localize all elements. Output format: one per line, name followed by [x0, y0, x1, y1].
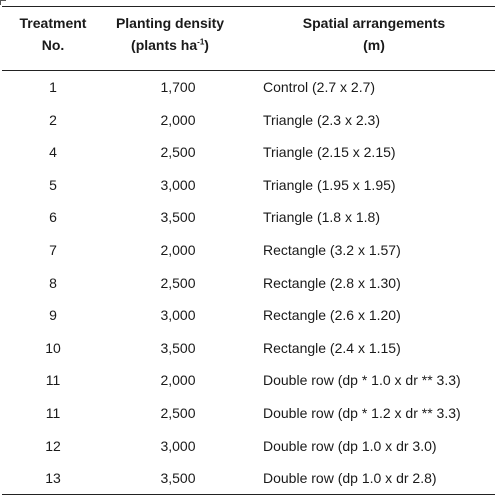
table-row: 11 2,500 Double row (dp * 1.2 x dr ** 3.3) — [0, 399, 501, 432]
table-header-rule — [2, 70, 495, 71]
cell-spatial-arrangement: Rectangle (2.4 x 1.15) — [263, 339, 401, 356]
cell-planting-density: 2,000 — [160, 372, 196, 389]
cell-spatial-arrangement: Double row (dp 1.0 x dr 2.8) — [263, 470, 437, 487]
cell-spatial-arrangement: Double row (dp 1.0 x dr 3.0) — [263, 437, 437, 454]
cell-spatial-arrangement: Triangle (2.15 x 2.15) — [263, 144, 396, 161]
table-body: 1 1,700 Control (2.7 x 2.7) 2 2,000 Triangle … — [0, 73, 501, 497]
header-density-line1: Planting density — [115, 15, 225, 31]
header-treatment-line1: Treatment — [19, 15, 87, 31]
cell-planting-density: 3,500 — [160, 339, 196, 356]
table-row: 11 2,000 Double row (dp * 1.0 x dr ** 3.3) — [0, 366, 501, 399]
cell-planting-density: 3,000 — [160, 176, 196, 193]
cell-spatial-arrangement: Triangle (1.8 x 1.8) — [263, 209, 380, 226]
cell-planting-density: 2,500 — [160, 404, 196, 421]
table-row: 10 3,500 Rectangle (2.4 x 1.15) — [0, 334, 501, 367]
table-bottom-rule — [2, 494, 495, 495]
table-row: 5 3,000 Triangle (1.95 x 1.95) — [0, 171, 501, 204]
cell-treatment-no: 4 — [49, 144, 57, 161]
cell-planting-density: 1,700 — [160, 79, 196, 95]
cell-treatment-no: 11 — [45, 404, 61, 421]
cell-treatment-no: 1 — [49, 79, 57, 95]
header-spatial-line1: Spatial arrangements — [302, 15, 446, 31]
cell-spatial-arrangement: Triangle (1.95 x 1.95) — [263, 176, 396, 193]
cell-planting-density: 3,000 — [160, 307, 196, 324]
table-row: 6 3,500 Triangle (1.8 x 1.8) — [0, 203, 501, 236]
cell-planting-density: 2,500 — [160, 144, 196, 161]
table-row: 13 3,500 Double row (dp 1.0 x dr 2.8) — [0, 464, 501, 497]
cell-treatment-no: 13 — [45, 470, 61, 487]
cell-treatment-no: 9 — [49, 307, 57, 324]
cell-spatial-arrangement: Rectangle (3.2 x 1.57) — [263, 241, 401, 258]
cell-spatial-arrangement: Double row (dp * 1.2 x dr ** 3.3) — [263, 404, 461, 421]
table-row: 7 2,000 Rectangle (3.2 x 1.57) — [0, 236, 501, 269]
cell-treatment-no: 8 — [49, 274, 57, 291]
header-density-close: ) — [204, 37, 209, 53]
cell-treatment-no: 5 — [49, 176, 57, 193]
table-row: 1 1,700 Control (2.7 x 2.7) — [0, 73, 501, 106]
cell-planting-density: 2,000 — [160, 111, 196, 128]
table-top-rule — [2, 6, 495, 7]
header-treatment-line2: No. — [41, 37, 65, 53]
header-density-exponent: -1 — [197, 37, 205, 47]
cell-treatment-no: 12 — [45, 437, 61, 454]
cell-spatial-arrangement: Double row (dp * 1.0 x dr ** 3.3) — [263, 372, 461, 389]
cell-spatial-arrangement: Triangle (2.3 x 2.3) — [263, 111, 380, 128]
header-spatial-arrangements: Spatial arrangements (m) — [258, 12, 490, 56]
cell-planting-density: 2,000 — [160, 241, 196, 258]
header-planting-density: Planting density (plants ha-1) — [105, 12, 235, 56]
cell-planting-density: 3,500 — [160, 209, 196, 226]
cell-treatment-no: 10 — [45, 339, 61, 356]
cell-spatial-arrangement: Rectangle (2.6 x 1.20) — [263, 307, 401, 324]
header-spatial-line2: (m) — [363, 37, 385, 53]
cell-treatment-no: 6 — [49, 209, 57, 226]
cell-planting-density: 3,500 — [160, 470, 196, 487]
table-row: 12 3,000 Double row (dp 1.0 x dr 3.0) — [0, 432, 501, 465]
cell-spatial-arrangement: Rectangle (2.8 x 1.30) — [263, 274, 401, 291]
cell-planting-density: 2,500 — [160, 274, 196, 291]
page-edge-fragment — [0, 0, 6, 5]
table-row: 9 3,000 Rectangle (2.6 x 1.20) — [0, 301, 501, 334]
header-density-unit: (plants ha — [131, 37, 198, 53]
cell-treatment-no: 11 — [45, 372, 61, 389]
table-row: 4 2,500 Triangle (2.15 x 2.15) — [0, 138, 501, 171]
table-row: 8 2,500 Rectangle (2.8 x 1.30) — [0, 269, 501, 302]
cell-treatment-no: 7 — [49, 241, 57, 258]
cell-spatial-arrangement: Control (2.7 x 2.7) — [263, 79, 376, 95]
table-row: 2 2,000 Triangle (2.3 x 2.3) — [0, 106, 501, 139]
header-treatment-no: Treatment No. — [4, 12, 102, 56]
header-density-line2: (plants ha-1) — [105, 34, 235, 56]
cell-planting-density: 3,000 — [160, 437, 196, 454]
cell-treatment-no: 2 — [49, 111, 57, 128]
